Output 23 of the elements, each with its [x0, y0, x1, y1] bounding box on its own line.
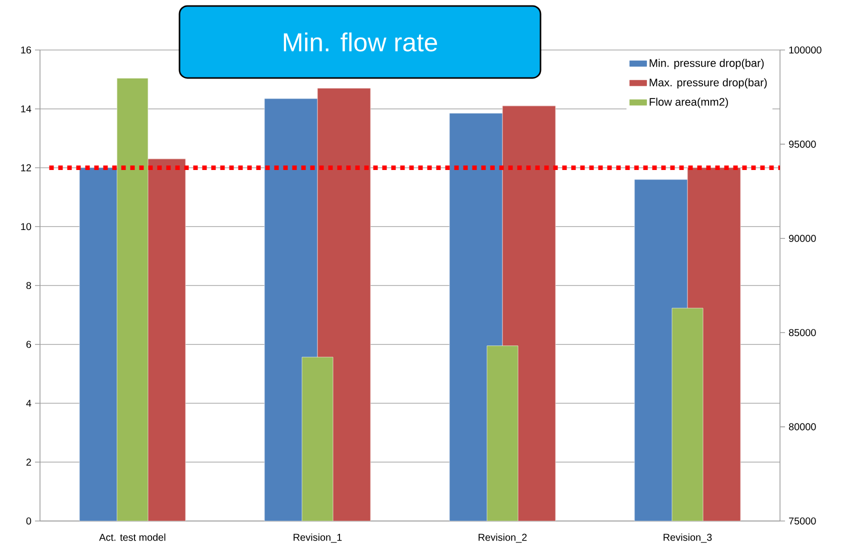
legend-label: Min. pressure drop(bar) [650, 58, 764, 70]
y2-tick-label: 80000 [788, 423, 816, 430]
chart-title: Min. flow rate [284, 32, 438, 52]
y-tick-label: 14 [21, 105, 32, 112]
y-tick-label: 12 [21, 164, 31, 172]
legend-label: Flow area(mm2) [650, 98, 728, 108]
y-tick-label: 6 [26, 340, 32, 348]
x-tick-label: Act. test model [99, 534, 166, 541]
y-tick-label: 4 [26, 400, 32, 407]
y2-tick-label: 75000 [789, 517, 816, 525]
y-tick-label: 2 [26, 458, 31, 466]
y2-tick-label: 85000 [788, 329, 816, 336]
y-tick-label: 8 [26, 282, 32, 290]
x-tick-label: Revision_3 [664, 534, 712, 543]
y2-tick-label: 90000 [789, 234, 816, 242]
legend-label: Max. pressure drop(bar) [650, 78, 767, 89]
y-tick-label: 10 [21, 223, 32, 230]
x-tick-label: Revision_2 [478, 534, 527, 543]
y-tick-label: 0 [26, 517, 32, 525]
y-tick-label: 16 [21, 46, 32, 54]
y2-tick-label: 100000 [789, 46, 822, 54]
y2-tick-label: 95000 [789, 140, 816, 148]
x-tick-label: Revision_1 [294, 534, 342, 543]
